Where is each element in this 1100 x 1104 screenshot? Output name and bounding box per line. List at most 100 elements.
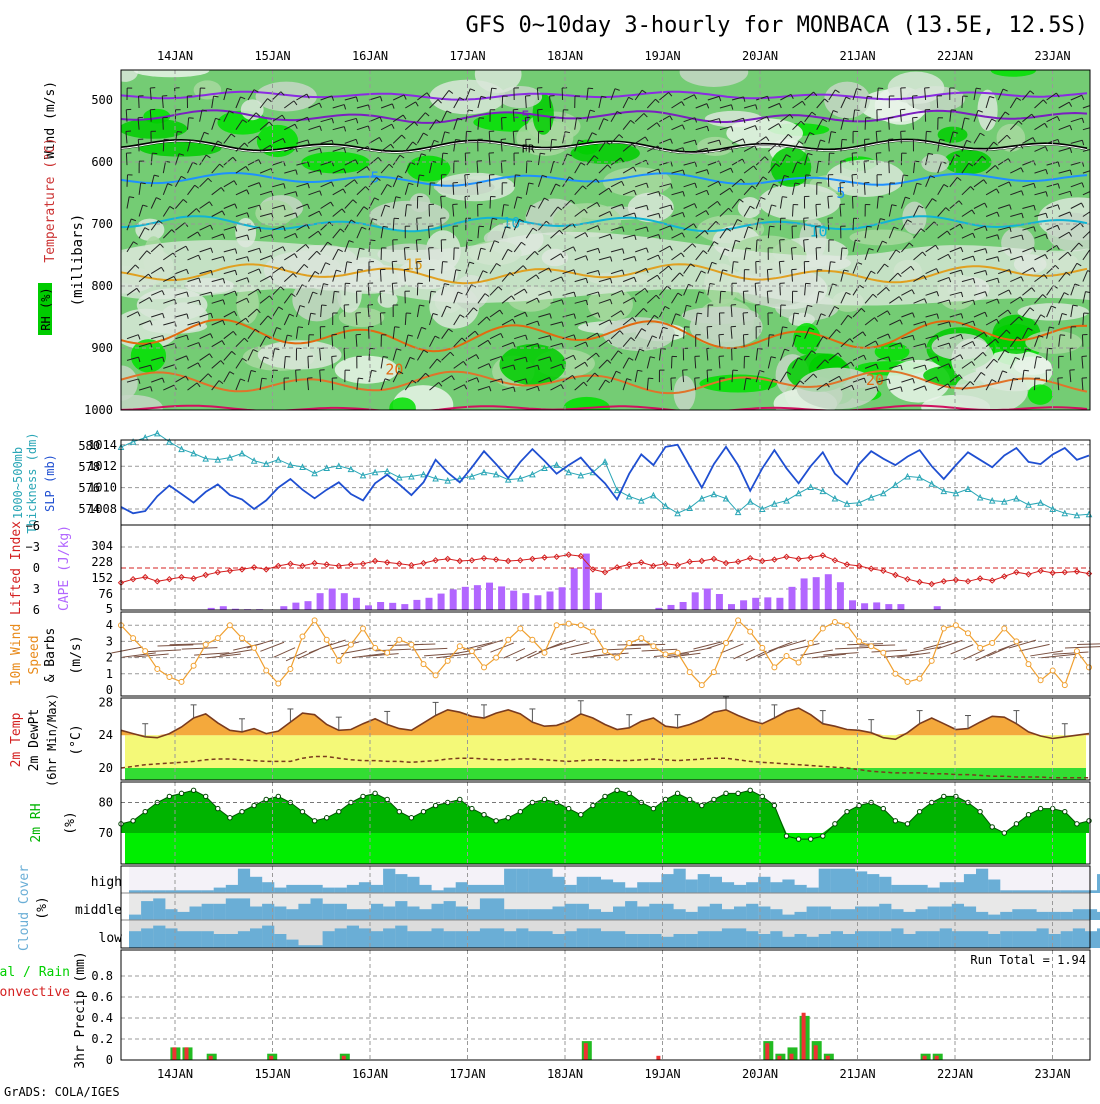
date-label-bottom: 14JAN [157, 1067, 193, 1081]
wind10-speed-point [893, 671, 898, 676]
temperature-label: Temperature (°C) [43, 137, 58, 262]
date-label-top: 21JAN [839, 49, 875, 63]
cloud-high-cell [782, 880, 794, 894]
rh-blob [977, 90, 997, 131]
rh-point [325, 816, 329, 820]
cloud-low-cell [589, 928, 601, 948]
cape-bar [764, 597, 771, 610]
wind-barb [889, 161, 890, 173]
cloud-low-cell [1024, 931, 1036, 948]
cape-label: CAPE (J/kg) [57, 525, 72, 611]
cloud-low-cell [153, 926, 165, 948]
cape-bar [280, 606, 287, 610]
cape-bar [292, 603, 299, 610]
wind-barb-flag [262, 378, 267, 379]
cape-bar [401, 604, 408, 610]
cape-bar [510, 591, 517, 610]
cloud-high-cell [468, 885, 480, 893]
cloud-middle-cell [504, 909, 516, 920]
wind10-tick: 2 [106, 651, 113, 665]
wind10-speed-point [433, 673, 438, 678]
wind10-speed-point [179, 679, 184, 684]
wind10-speed-point [324, 637, 329, 642]
cloud-low-cell [190, 931, 202, 948]
wind10-speed-point [1014, 639, 1019, 644]
rh-blob [1028, 384, 1053, 404]
precip-convective-bar [777, 1056, 781, 1060]
cloud-middle-cell [625, 901, 637, 920]
rh-unit: (%) [63, 811, 78, 834]
rh-tick: 80 [99, 796, 113, 810]
cloud-low-cell [916, 931, 928, 948]
cloud-low-cell [940, 928, 952, 948]
rh-point [663, 797, 667, 801]
cloud-low-cell [432, 928, 444, 948]
wind10-speed-point [699, 683, 704, 688]
cloud-low-cell [613, 931, 625, 948]
cape-bar [377, 602, 384, 610]
cloud-middle-cell [323, 904, 335, 920]
cloud-high-cell [311, 885, 323, 893]
rh-point [893, 819, 897, 823]
wind-barb [490, 197, 491, 209]
cloud-middle-cell [238, 898, 250, 920]
wind-barb [853, 218, 854, 230]
slp-tick: 1014 [88, 438, 117, 452]
wind10-speed-point [288, 666, 293, 671]
cloud-high-cell [722, 882, 734, 893]
cloud-middle-cell [1073, 909, 1085, 920]
wind10-speed-point [845, 623, 850, 628]
wind10-label-1: 10m Wind [9, 624, 24, 687]
cloud-high-cell [565, 885, 577, 893]
date-label-bottom: 22JAN [937, 1067, 973, 1081]
date-label-bottom: 16JAN [352, 1067, 388, 1081]
rh-point [821, 834, 825, 838]
rh-point [252, 803, 256, 807]
cape-bar [571, 568, 578, 610]
upper-air-field: -5FR551010152020 [89, 55, 1100, 425]
cloud-high-cell [589, 877, 601, 893]
rh-blob [407, 156, 451, 182]
cloud-middle-cell [843, 909, 855, 920]
cloud-unit: (%) [35, 896, 50, 919]
rh-point [506, 816, 510, 820]
cloud-low-cell [456, 931, 468, 948]
temp-yellow-band [125, 735, 1086, 768]
wind-barb [466, 131, 467, 143]
wind-barb-flag [298, 327, 303, 328]
cloud-low-cell [371, 931, 383, 948]
millibars-label: (millibars) [70, 214, 86, 307]
contour-label: -5 [512, 108, 530, 126]
cloud-low-cell [661, 937, 673, 948]
cloud-high-cell [250, 877, 262, 893]
rh-blob [301, 152, 370, 174]
rh-point [712, 797, 716, 801]
contour-label: 20 [866, 371, 884, 389]
rh-legend-label: RH (%) [39, 287, 53, 330]
cape-bar [813, 577, 820, 610]
wind-barb [828, 175, 829, 187]
cape-bar [486, 583, 493, 610]
cloud-middle-cell [819, 907, 831, 921]
cape-tick: 76 [99, 587, 113, 601]
cape-bar [740, 600, 747, 610]
wind-barb-flag [443, 153, 448, 154]
cloud-high-cell [831, 869, 843, 893]
wind10-speed-point [336, 658, 341, 663]
cloud-low-cell [843, 934, 855, 948]
cape-bar [595, 593, 602, 610]
cloud-high-cell [359, 882, 371, 893]
wind-barb-flag [141, 183, 146, 184]
wind-barb [380, 313, 381, 325]
cloud-low-cell [540, 931, 552, 948]
cape-bar [801, 578, 808, 610]
cape-bar [220, 606, 227, 610]
cloud-middle-cell [1012, 909, 1024, 920]
cloud-low-cell [577, 928, 589, 948]
precip-convective-bar [935, 1056, 939, 1060]
cloud-low-cell [649, 934, 661, 948]
cloud-low-cell [202, 931, 214, 948]
contour-label: FR [521, 143, 535, 156]
rh-point [494, 819, 498, 823]
cloud-middle-cell [637, 907, 649, 921]
